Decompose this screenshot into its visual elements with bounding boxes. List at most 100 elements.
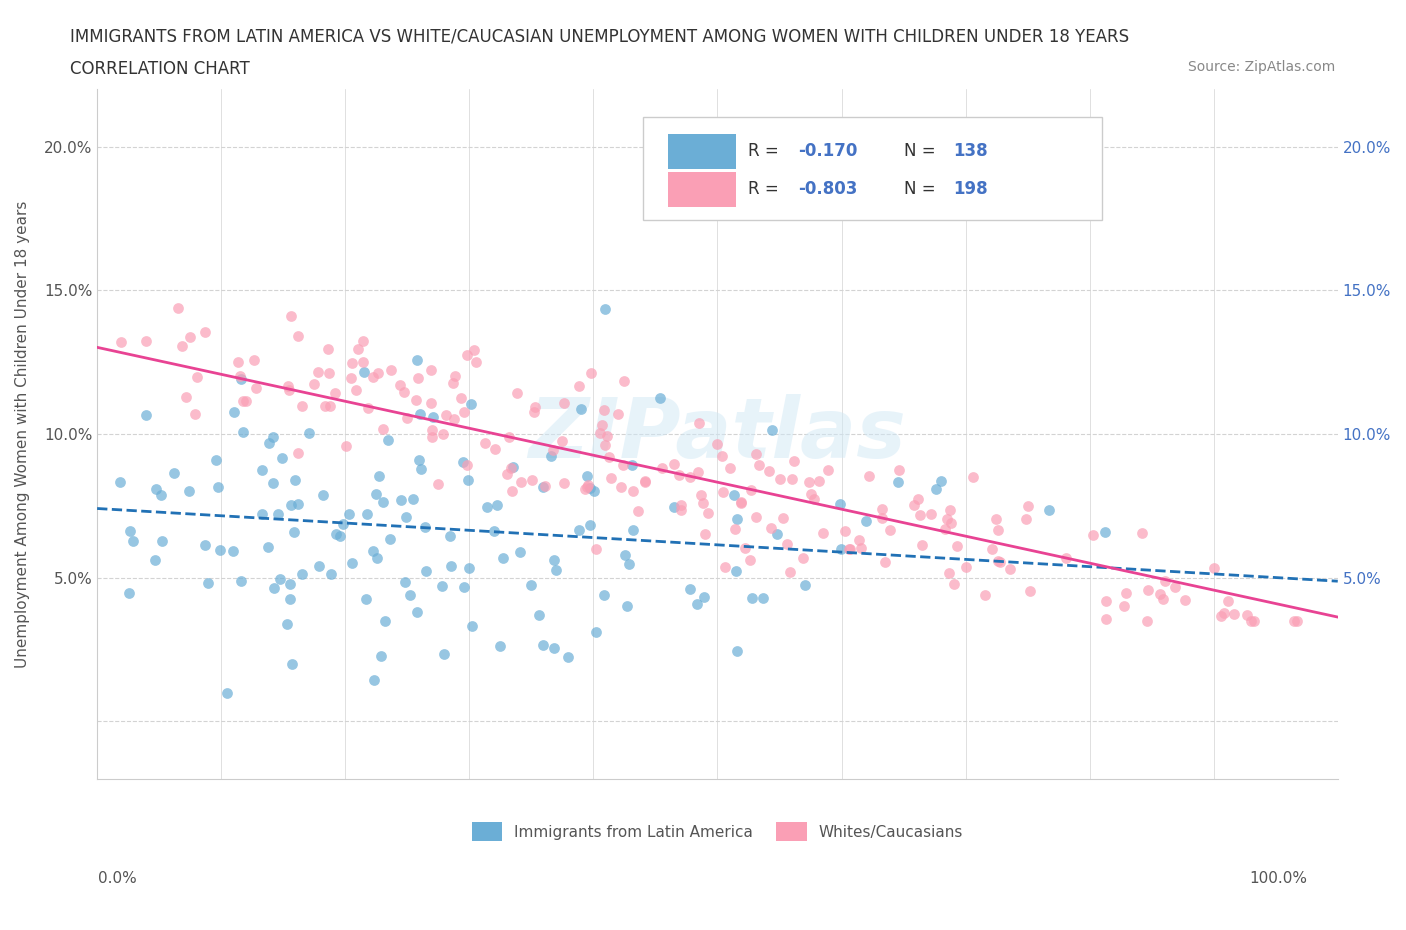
Point [534, 479, 557, 494]
Point [585, 541, 607, 556]
Point [621, 523, 644, 538]
Point [872, 502, 894, 517]
Point [1149, 586, 1171, 601]
Point [464, 354, 486, 369]
Point [782, 454, 804, 469]
Point [903, 498, 925, 512]
Point [323, 385, 346, 400]
Point [669, 503, 692, 518]
Point [1236, 607, 1258, 622]
Point [229, 369, 252, 384]
Point [108, 474, 131, 489]
Point [679, 470, 702, 485]
Point [395, 510, 418, 525]
Point [353, 365, 375, 379]
Point [408, 452, 430, 467]
Point [714, 560, 737, 575]
Point [207, 480, 229, 495]
Point [793, 578, 815, 592]
Point [595, 302, 617, 317]
Point [1154, 574, 1177, 589]
Text: -0.170: -0.170 [799, 142, 858, 161]
Point [543, 641, 565, 656]
Point [544, 563, 567, 578]
Legend: Immigrants from Latin America, Whites/Caucasians: Immigrants from Latin America, Whites/Ca… [465, 817, 969, 847]
Point [374, 614, 396, 629]
Point [380, 363, 402, 378]
Point [463, 342, 485, 357]
Point [834, 523, 856, 538]
Point [553, 476, 575, 491]
Point [352, 334, 374, 349]
Point [706, 436, 728, 451]
Point [344, 383, 367, 398]
Point [522, 472, 544, 487]
Point [596, 429, 619, 444]
Point [711, 448, 734, 463]
Point [366, 487, 388, 502]
Point [415, 520, 437, 535]
Point [262, 430, 284, 445]
Point [648, 391, 671, 405]
Point [911, 538, 934, 552]
Point [986, 512, 1008, 527]
Point [583, 484, 606, 498]
Point [724, 522, 747, 537]
Point [725, 512, 748, 526]
Point [1095, 593, 1118, 608]
Point [792, 551, 814, 565]
Point [312, 487, 335, 502]
Point [740, 552, 762, 567]
Point [730, 496, 752, 511]
Point [329, 528, 352, 543]
Point [263, 580, 285, 595]
Point [450, 391, 472, 405]
Point [855, 514, 877, 529]
Point [420, 422, 443, 437]
Point [1095, 612, 1118, 627]
Point [571, 402, 593, 417]
Point [245, 380, 267, 395]
Point [368, 469, 391, 484]
Point [669, 498, 692, 512]
Point [723, 487, 745, 502]
Point [287, 497, 309, 512]
Point [808, 473, 831, 488]
Point [433, 646, 456, 661]
Point [456, 348, 478, 363]
Point [574, 482, 596, 497]
Point [1136, 614, 1159, 629]
Point [1285, 614, 1308, 629]
Point [163, 465, 186, 480]
Point [938, 565, 960, 580]
Point [388, 378, 411, 392]
Point [752, 591, 775, 605]
Point [361, 543, 384, 558]
Point [579, 517, 602, 532]
Point [118, 585, 141, 600]
Point [803, 492, 825, 507]
Point [1017, 498, 1039, 513]
Point [222, 543, 245, 558]
Point [280, 658, 302, 672]
Point [610, 480, 633, 495]
Point [441, 376, 464, 391]
Text: 100.0%: 100.0% [1250, 871, 1308, 886]
Point [849, 540, 872, 555]
Point [356, 507, 378, 522]
Text: 198: 198 [953, 180, 988, 198]
Point [711, 485, 734, 499]
Point [389, 493, 412, 508]
Point [879, 523, 901, 538]
Point [488, 639, 510, 654]
Point [725, 644, 748, 658]
Point [1054, 551, 1077, 565]
Point [277, 379, 299, 393]
Point [174, 390, 197, 405]
Text: Source: ZipAtlas.com: Source: ZipAtlas.com [1188, 60, 1336, 74]
Point [523, 405, 546, 419]
Point [194, 325, 217, 339]
Point [179, 484, 201, 498]
Point [215, 685, 238, 700]
Point [531, 479, 554, 494]
